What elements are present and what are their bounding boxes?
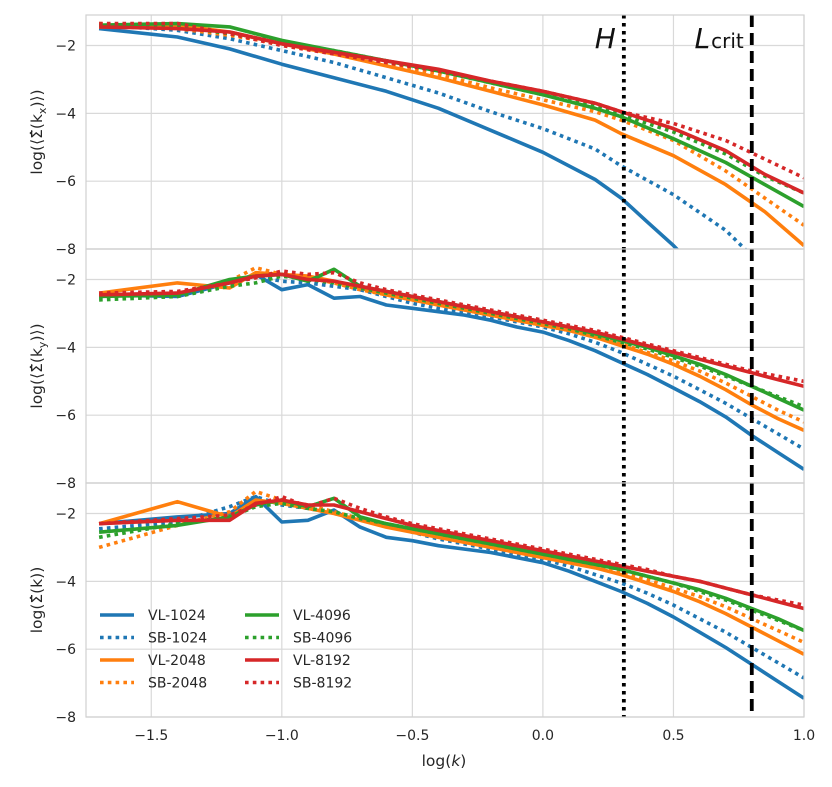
y-axis-label-ky: log(⟨Σ̂(ky)⟩) bbox=[28, 323, 49, 408]
panel-kx: −8 −6 −4 −2 log(⟨Σ̂(kx)⟩) H Lcrit bbox=[28, 14, 805, 258]
series-line-vl-1024 bbox=[98, 26, 680, 249]
y-label-subscript: y bbox=[36, 341, 49, 348]
y-axis-label-k: log(Σ̂(k)) bbox=[28, 567, 46, 634]
series-line-sb-8192 bbox=[98, 494, 804, 607]
x-axis-label: log(k) bbox=[422, 752, 467, 770]
legend-label-vl-1024: VL-1024 bbox=[148, 608, 206, 624]
legend-label-vl-2048: VL-2048 bbox=[148, 653, 206, 669]
series-line-sb-8192 bbox=[99, 21, 804, 180]
y-label-part: log(Σ̂(k bbox=[28, 579, 46, 634]
legend-label-sb-4096: SB-4096 bbox=[293, 631, 352, 647]
series-line-vl-2048 bbox=[98, 270, 804, 433]
y-tick-label: −8 bbox=[55, 242, 76, 258]
vline-label-main: L bbox=[695, 22, 711, 55]
x-tick-label: 1.0 bbox=[793, 728, 815, 744]
y-tick-label: −8 bbox=[55, 476, 76, 492]
legend-label-sb-1024: SB-1024 bbox=[148, 631, 207, 647]
y-label-part: log(⟨Σ̂(k bbox=[28, 348, 46, 409]
y-tick-label: −2 bbox=[55, 507, 76, 523]
vline-label-l-crit: Lcrit bbox=[695, 22, 744, 55]
y-tick-label: −6 bbox=[55, 642, 76, 658]
y-tick-label: −2 bbox=[55, 39, 76, 55]
panel-frame bbox=[85, 482, 805, 718]
legend-label-vl-4096: VL-4096 bbox=[293, 608, 351, 624]
y-tick-label: −4 bbox=[55, 574, 76, 590]
y-label-subscript: x bbox=[36, 107, 49, 114]
y-tick-label: −2 bbox=[55, 273, 76, 289]
x-tick-label: 0.5 bbox=[662, 728, 684, 744]
legend-label-sb-8192: SB-8192 bbox=[293, 676, 352, 692]
y-label-part: )) bbox=[28, 567, 46, 579]
y-label-part: )⟩) bbox=[28, 323, 46, 341]
y-axis-label-kx: log(⟨Σ̂(kx)⟩) bbox=[28, 89, 49, 174]
vline-label-h: H bbox=[595, 22, 616, 55]
legend-label-vl-8192: VL-8192 bbox=[293, 653, 351, 669]
series-group bbox=[98, 489, 804, 700]
series-line-sb-1024 bbox=[98, 23, 748, 249]
series-group bbox=[98, 21, 804, 249]
series-group bbox=[98, 265, 804, 471]
y-tick-label: −4 bbox=[55, 340, 76, 356]
series-line-vl-2048 bbox=[98, 498, 804, 656]
y-tick-label: −6 bbox=[55, 408, 76, 424]
vline-label-main: H bbox=[595, 22, 616, 55]
y-tick-label: −4 bbox=[55, 106, 76, 122]
legend-label-sb-2048: SB-2048 bbox=[148, 676, 207, 692]
series-line-vl-1024 bbox=[98, 494, 804, 700]
y-tick-label: −8 bbox=[55, 710, 76, 726]
series-line-sb-8192 bbox=[99, 269, 804, 384]
legend: VL-1024 SB-1024 VL-2048 SB-2048 VL-4096 SB-40… bbox=[100, 608, 352, 692]
series-line-sb-1024 bbox=[98, 494, 804, 680]
panel-k: −8 −6 −4 −2 log(Σ̂(k)) VL-1024 SB-1024 VL-2048 S… bbox=[28, 482, 805, 726]
vline-label-subscript: crit bbox=[711, 29, 744, 53]
series-line-sb-4096 bbox=[98, 501, 804, 633]
y-label-part: log(⟨Σ̂(k bbox=[28, 114, 46, 175]
series-line-vl-1024 bbox=[99, 272, 804, 471]
x-tick-label: −0.5 bbox=[395, 728, 429, 744]
x-tick-label: −1.5 bbox=[134, 728, 168, 744]
y-label-part: )⟩) bbox=[28, 89, 46, 107]
x-tick-label: −1.0 bbox=[265, 728, 299, 744]
y-tick-label: −6 bbox=[55, 174, 76, 190]
panel-ky: −8 −6 −4 −2 log(⟨Σ̂(ky)⟩) bbox=[28, 248, 805, 492]
x-tick-label: 0.0 bbox=[532, 728, 554, 744]
x-tick-labels: −1.5 −1.0 −0.5 0.0 0.5 1.0 bbox=[134, 728, 815, 744]
